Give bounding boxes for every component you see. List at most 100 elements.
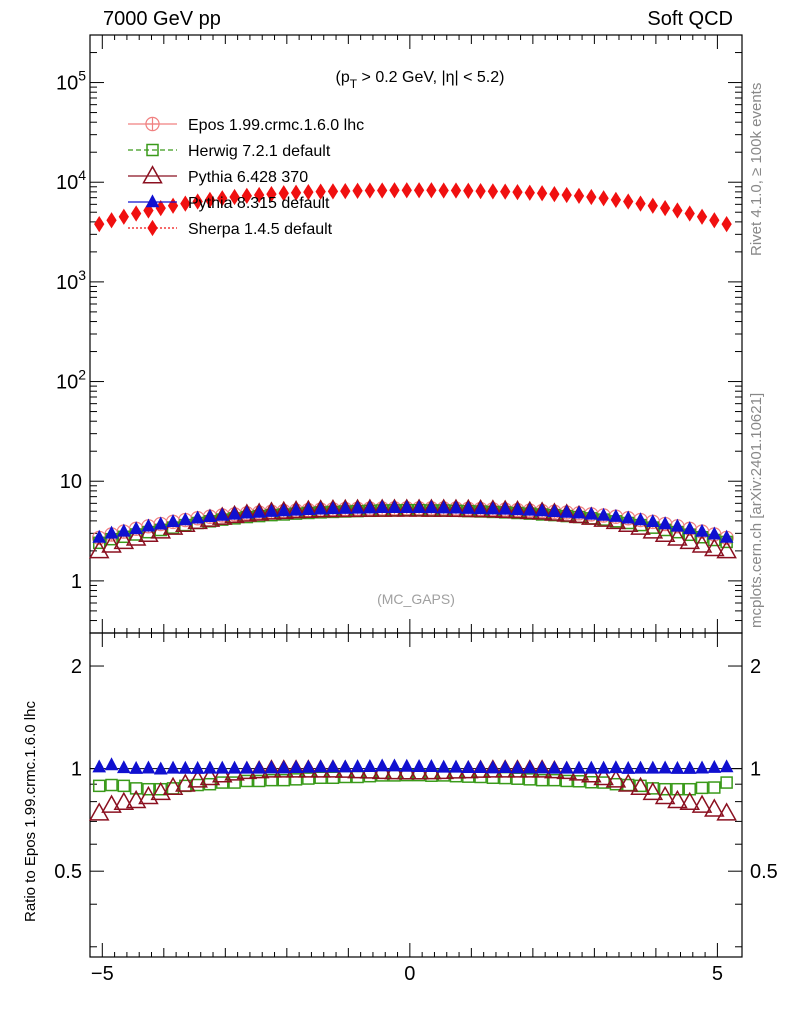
legend-marker-sherpa-1-4-5-default xyxy=(147,219,158,237)
analysis-watermark: (MC_GAPS) xyxy=(377,591,455,607)
main-point-pythia-8-315-default xyxy=(190,510,205,524)
ratio-point-herwig-7-2-1-default xyxy=(548,773,561,787)
main-point-pythia-8-315-default xyxy=(227,506,242,520)
ratio-point-pythia-6-428-370 xyxy=(507,759,528,778)
main-point-pythia-6-428-370 xyxy=(347,498,368,517)
ratio-y-tick-label-right: 2 xyxy=(750,656,761,678)
ratio-point-pythia-6-428-370 xyxy=(617,773,639,792)
main-point-sherpa-1-4-5-default xyxy=(659,199,671,217)
main-point-sherpa-1-4-5-default xyxy=(684,205,695,222)
ratio-point-pythia-8-315-default xyxy=(461,760,476,774)
x-tick-label: 0 xyxy=(404,963,415,985)
main-point-sherpa-1-4-5-default xyxy=(364,182,376,199)
ratio-point-pythia-6-428-370 xyxy=(704,798,725,817)
main-point-pythia-8-315-default xyxy=(510,502,525,516)
ratio-point-pythia-8-315-default xyxy=(264,760,279,774)
ratio-y-tick-label-right: 0.5 xyxy=(750,861,778,883)
ratio-point-pythia-8-315-default xyxy=(190,760,205,774)
ratio-point-herwig-7-2-1-default xyxy=(720,776,733,789)
main-point-pythia-8-315-default xyxy=(621,510,636,524)
ratio-y-tick-label: 0.5 xyxy=(54,861,82,883)
ratio-point-pythia-6-428-370 xyxy=(261,759,282,778)
main-point-pythia-8-315-default xyxy=(252,504,266,518)
main-point-pythia-8-315-default xyxy=(276,503,291,517)
main-point-pythia-8-315-default xyxy=(92,529,107,543)
ratio-point-pythia-6-428-370 xyxy=(199,766,221,786)
side-text-rivet: Rivet 4.1.0, ≥ 100k events xyxy=(748,82,765,256)
legend-label-epos-1-99-crmc-1-6-0-lhc: Epos 1.99.crmc.1.6.0 lhc xyxy=(188,117,364,134)
x-tick-label: 5 xyxy=(712,963,723,985)
header-category-label: Soft QCD xyxy=(647,8,733,30)
main-y-tick-label: 104 xyxy=(56,167,86,194)
ratio-y-tick-label: 2 xyxy=(71,656,82,678)
main-point-pythia-8-315-default xyxy=(363,500,377,514)
ratio-point-herwig-7-2-1-default xyxy=(215,776,229,789)
legend-label-pythia-6-428-370: Pythia 6.428 370 xyxy=(188,169,308,186)
main-point-sherpa-1-4-5-default xyxy=(253,186,265,204)
main-point-pythia-8-315-default xyxy=(153,516,168,530)
ratio-point-pythia-6-428-370 xyxy=(667,789,688,809)
legend-label-pythia-8-315-default: Pythia 8.315 default xyxy=(188,195,330,212)
main-point-pythia-6-428-370 xyxy=(654,523,676,543)
main-point-sherpa-1-4-5-default xyxy=(610,191,622,209)
main-point-pythia-6-428-370 xyxy=(224,504,245,524)
main-y-tick-label: 103 xyxy=(56,267,86,294)
ratio-point-herwig-7-2-1-default xyxy=(265,773,278,787)
ratio-point-pythia-8-315-default xyxy=(522,760,537,774)
ratio-point-herwig-7-2-1-default xyxy=(289,773,303,786)
main-point-sherpa-1-4-5-default xyxy=(130,205,142,222)
main-point-pythia-8-315-default xyxy=(313,501,328,515)
main-point-sherpa-1-4-5-default xyxy=(340,182,351,200)
legend-marker-pythia-8-315-default xyxy=(145,194,160,208)
main-point-pythia-6-428-370 xyxy=(704,537,725,557)
main-point-pythia-6-428-370 xyxy=(408,498,430,517)
main-point-sherpa-1-4-5-default xyxy=(167,197,179,214)
main-point-pythia-8-315-default xyxy=(166,514,180,528)
main-point-sherpa-1-4-5-default xyxy=(315,183,326,200)
ratio-point-pythia-8-315-default xyxy=(227,760,242,774)
legend-label-herwig-7-2-1-default: Herwig 7.2.1 default xyxy=(188,143,331,160)
main-point-pythia-8-315-default xyxy=(178,512,193,526)
main-point-pythia-6-428-370 xyxy=(236,503,258,522)
main-point-pythia-6-428-370 xyxy=(285,500,307,519)
ratio-point-pythia-8-315-default xyxy=(572,760,586,774)
ratio-point-pythia-6-428-370 xyxy=(642,781,664,801)
main-point-pythia-6-428-370 xyxy=(359,498,381,517)
main-point-sherpa-1-4-5-default xyxy=(573,187,585,204)
ratio-point-pythia-8-315-default xyxy=(166,760,180,774)
main-point-pythia-8-315-default xyxy=(289,502,303,516)
main-point-pythia-8-315-default xyxy=(559,504,574,518)
main-point-pythia-8-315-default xyxy=(584,506,599,520)
ratio-point-pythia-8-315-default xyxy=(313,759,328,773)
main-point-sherpa-1-4-5-default xyxy=(536,185,548,202)
x-tick-label: −5 xyxy=(91,963,114,985)
ratio-point-pythia-8-315-default xyxy=(203,760,217,774)
main-point-pythia-6-428-370 xyxy=(334,498,356,518)
main-point-pythia-6-428-370 xyxy=(716,540,737,559)
main-point-pythia-8-315-default xyxy=(129,521,143,535)
main-point-pythia-6-428-370 xyxy=(470,498,491,518)
main-point-pythia-8-315-default xyxy=(449,500,463,514)
main-point-pythia-6-428-370 xyxy=(273,500,295,520)
main-point-sherpa-1-4-5-default xyxy=(192,193,203,210)
ratio-point-pythia-8-315-default xyxy=(424,759,439,772)
main-point-sherpa-1-4-5-default xyxy=(586,188,597,206)
main-point-sherpa-1-4-5-default xyxy=(561,186,572,204)
ratio-point-pythia-8-315-default xyxy=(609,760,623,774)
ratio-point-pythia-8-315-default xyxy=(633,760,648,774)
main-point-pythia-8-315-default xyxy=(240,505,254,519)
ratio-frame xyxy=(89,632,743,958)
main-point-pythia-8-315-default xyxy=(707,526,722,540)
ratio-point-herwig-7-2-1-default xyxy=(92,779,106,793)
main-point-pythia-6-428-370 xyxy=(113,530,135,550)
main-point-sherpa-1-4-5-default xyxy=(438,182,449,199)
main-point-sherpa-1-4-5-default xyxy=(487,183,499,200)
main-point-pythia-6-428-370 xyxy=(310,499,331,518)
ratio-point-pythia-8-315-default xyxy=(498,760,513,774)
ratio-point-herwig-7-2-1-default xyxy=(523,773,537,786)
main-point-sherpa-1-4-5-default xyxy=(549,185,560,203)
main-point-pythia-6-428-370 xyxy=(150,520,172,539)
ratio-point-pythia-8-315-default xyxy=(326,759,340,773)
ratio-point-pythia-8-315-default xyxy=(547,760,562,774)
ratio-point-pythia-8-315-default xyxy=(129,760,143,774)
